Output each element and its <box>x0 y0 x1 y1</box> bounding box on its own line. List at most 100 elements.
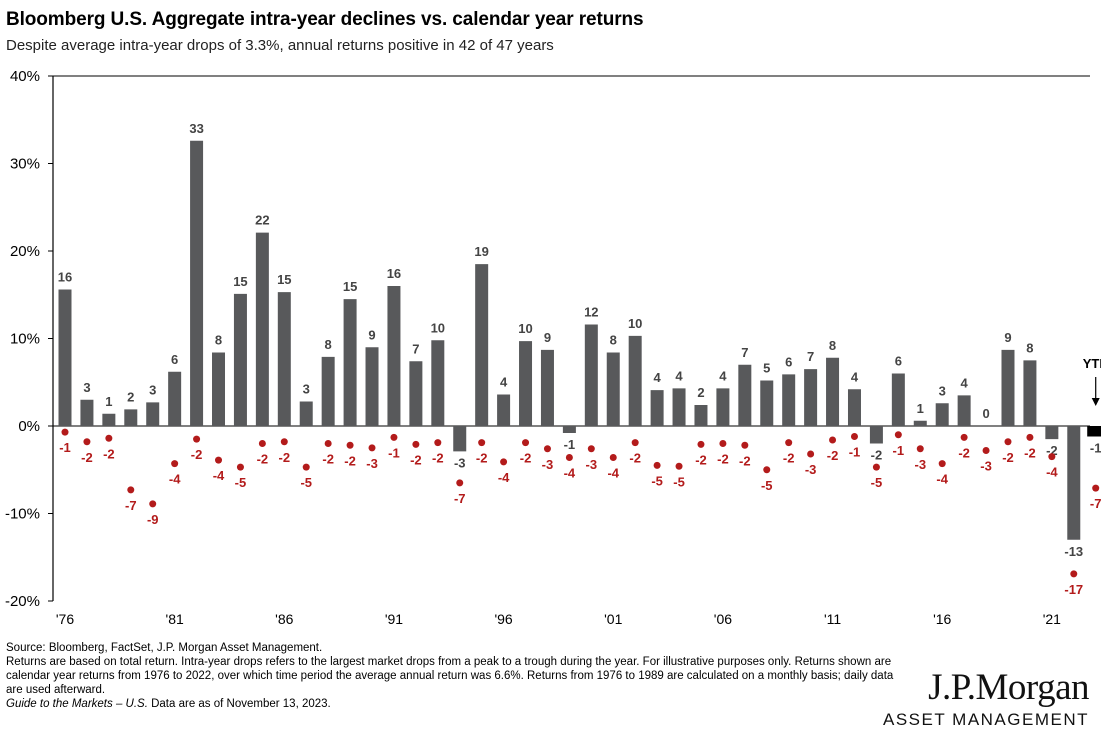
decline-dot <box>61 428 69 436</box>
return-label: 7 <box>412 341 419 356</box>
x-tick-label: '96 <box>494 611 512 627</box>
decline-dot <box>872 463 880 471</box>
return-bar <box>1001 349 1015 426</box>
footnotes: Source: Bloomberg, FactSet, J.P. Morgan … <box>6 641 911 711</box>
return-label: 8 <box>1026 340 1033 355</box>
decline-label: -1 <box>59 440 71 455</box>
return-label: 7 <box>741 345 748 360</box>
decline-label: -2 <box>257 452 269 467</box>
return-bar <box>124 409 138 426</box>
decline-dot <box>522 439 530 447</box>
chart-title: Bloomberg U.S. Aggregate intra-year decl… <box>6 9 644 30</box>
decline-dot <box>127 486 135 494</box>
x-tick-label: '06 <box>714 611 732 627</box>
decline-dot <box>982 447 990 454</box>
return-label: 4 <box>719 368 727 383</box>
decline-dot <box>1070 570 1078 578</box>
return-label: 16 <box>387 266 401 281</box>
x-tick-label: '21 <box>1043 611 1061 627</box>
decline-label: -2 <box>1002 450 1014 465</box>
return-label: 19 <box>474 244 488 259</box>
return-label: 4 <box>675 368 683 383</box>
decline-label: -5 <box>673 474 685 489</box>
decline-label: -2 <box>1024 445 1036 460</box>
return-label: 0 <box>982 406 989 421</box>
decline-dot <box>1004 438 1012 446</box>
return-label: 15 <box>343 279 357 294</box>
decline-label: -2 <box>344 453 356 468</box>
return-bar <box>255 232 269 426</box>
decline-dot <box>807 450 815 458</box>
decline-dot <box>346 441 354 449</box>
return-label: -3 <box>454 455 466 470</box>
return-bar <box>562 426 576 433</box>
decline-dot <box>193 435 201 443</box>
return-bar <box>431 340 445 426</box>
decline-label: -2 <box>432 451 444 466</box>
return-label: 1 <box>105 394 112 409</box>
return-bar <box>935 403 949 426</box>
return-bar <box>58 289 72 426</box>
return-bar <box>233 293 247 426</box>
decline-label: -3 <box>586 457 598 472</box>
decline-label: -3 <box>980 459 992 474</box>
return-label: 8 <box>215 333 222 348</box>
return-label: 3 <box>149 382 156 397</box>
return-bar <box>277 292 291 426</box>
y-tick-label: 40% <box>10 68 40 85</box>
y-tick-label: 0% <box>18 418 40 435</box>
decline-label: -5 <box>300 475 312 490</box>
decline-dot <box>149 500 157 508</box>
decline-label: -1 <box>849 445 861 460</box>
return-label: 3 <box>303 382 310 397</box>
decline-label: -2 <box>191 447 203 462</box>
return-bar <box>80 399 94 426</box>
decline-label: -2 <box>279 450 291 465</box>
return-bar <box>409 361 423 426</box>
decline-label: -3 <box>542 457 554 472</box>
decline-label: -3 <box>914 457 926 472</box>
y-tick-label: 30% <box>10 156 40 173</box>
return-label: 3 <box>939 383 946 398</box>
return-bar <box>146 402 160 426</box>
return-bar <box>694 405 708 426</box>
return-bar <box>102 413 116 426</box>
return-bar <box>891 373 905 426</box>
return-bar <box>826 357 840 426</box>
decline-label: -4 <box>213 468 225 483</box>
decline-label: -5 <box>651 473 663 488</box>
return-label: 9 <box>544 330 551 345</box>
x-tick-label: '81 <box>166 611 184 627</box>
decline-dot <box>565 454 573 461</box>
return-bar <box>957 395 971 426</box>
decline-label: -5 <box>761 478 773 493</box>
chart-subtitle: Despite average intra-year drops of 3.3%… <box>6 37 554 54</box>
decline-label: -3 <box>366 456 378 471</box>
return-label: 2 <box>697 385 704 400</box>
return-label: -2 <box>871 448 883 463</box>
decline-label: -3 <box>805 462 817 477</box>
decline-dot <box>368 444 376 452</box>
return-label: -13 <box>1064 544 1083 559</box>
decline-dot <box>236 463 244 471</box>
y-tick-label: 10% <box>10 331 40 348</box>
return-bar <box>869 426 883 444</box>
decline-label: -2 <box>783 451 795 466</box>
return-bar <box>497 394 511 426</box>
decline-dot <box>500 458 508 466</box>
decline-dot <box>763 466 771 474</box>
guide-note: Guide to the Markets – U.S. Data are as … <box>6 697 911 711</box>
decline-dot <box>675 462 683 470</box>
return-label: -2 <box>1046 443 1058 458</box>
ytd-arrow-head <box>1091 398 1100 406</box>
return-bar <box>343 299 357 426</box>
decline-dot <box>105 434 113 442</box>
decline-label: -2 <box>81 450 93 465</box>
return-label: 9 <box>368 327 375 342</box>
return-label: 4 <box>500 375 508 390</box>
decline-dot <box>916 445 924 453</box>
decline-dot <box>543 445 551 453</box>
return-label: 4 <box>851 369 859 384</box>
logo-brand: J.P.Morgan <box>928 667 1089 708</box>
decline-dot <box>938 460 946 468</box>
